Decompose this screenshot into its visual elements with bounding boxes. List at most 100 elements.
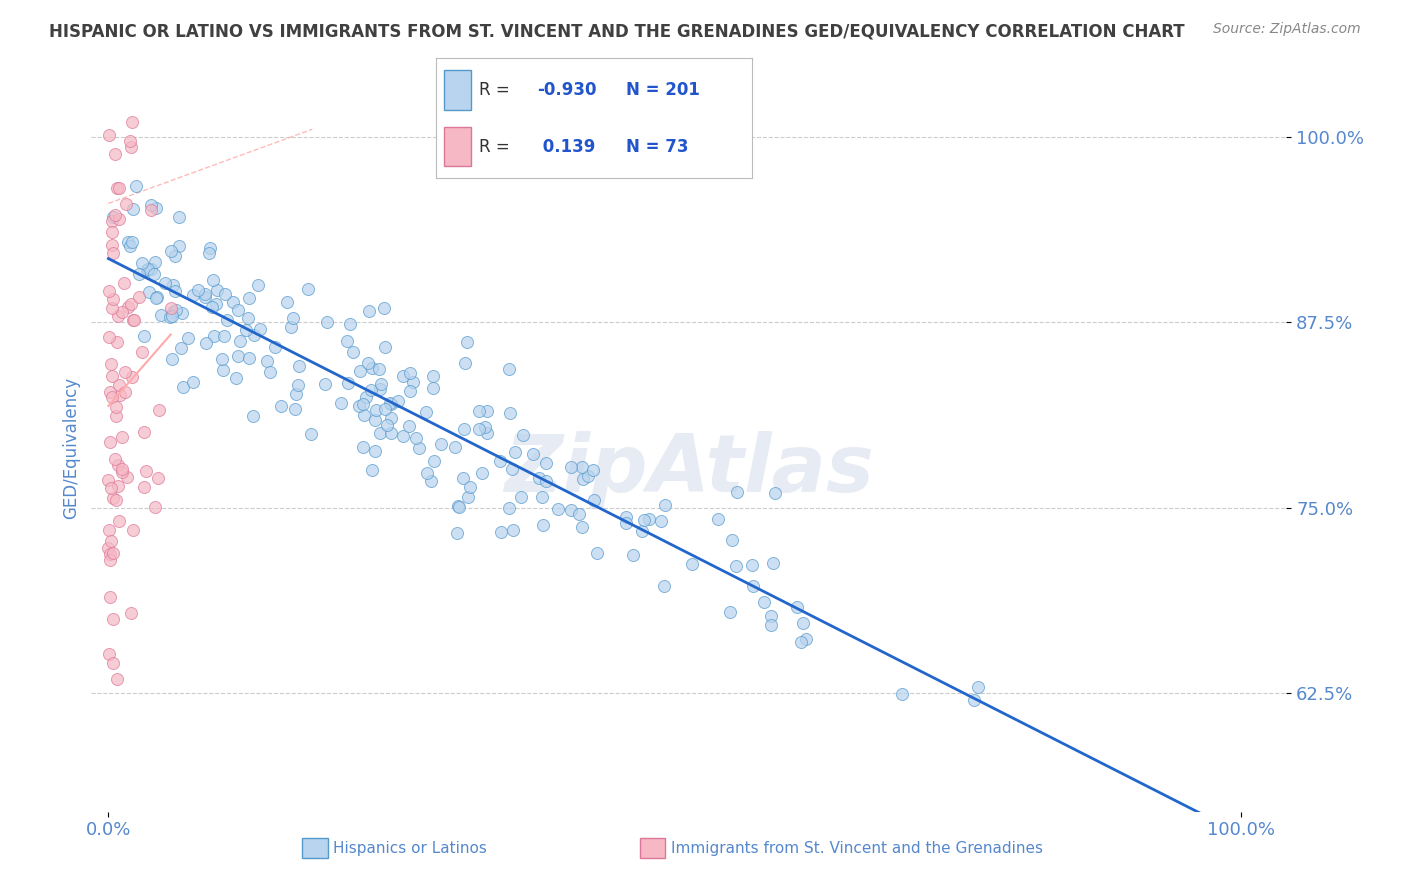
Point <box>114 197 136 211</box>
Point <box>97 647 120 661</box>
Point <box>108 377 131 392</box>
Point <box>447 500 470 514</box>
Point <box>287 378 309 392</box>
Point <box>786 600 808 615</box>
Point <box>364 444 387 458</box>
Point <box>101 214 124 228</box>
Point <box>378 396 401 410</box>
Point <box>142 267 165 281</box>
Point <box>114 384 136 399</box>
Point <box>212 363 235 377</box>
Point <box>163 249 186 263</box>
Point <box>752 595 775 609</box>
Point <box>654 499 676 513</box>
Point <box>415 405 437 419</box>
Point <box>361 360 384 375</box>
Point <box>198 241 221 255</box>
Point <box>392 369 415 384</box>
Point <box>100 533 122 548</box>
Point <box>141 198 163 212</box>
Point <box>534 474 557 488</box>
Point <box>225 371 247 385</box>
Point <box>399 366 422 380</box>
Point <box>160 310 183 324</box>
Point <box>212 329 235 343</box>
Point <box>792 616 814 631</box>
Point <box>100 358 122 372</box>
Point <box>97 541 120 556</box>
Point <box>100 238 122 252</box>
Point <box>125 178 148 193</box>
Point <box>399 384 422 398</box>
Point <box>621 548 644 562</box>
Point <box>380 411 402 425</box>
Point <box>583 492 606 507</box>
Point <box>121 370 143 384</box>
Point <box>131 345 153 359</box>
Point <box>111 462 134 476</box>
Point <box>202 273 225 287</box>
Point <box>288 359 311 374</box>
Point <box>614 509 637 524</box>
Point <box>263 340 285 354</box>
Point <box>283 311 305 326</box>
Point <box>134 425 156 439</box>
Point <box>408 441 430 455</box>
Point <box>256 353 278 368</box>
Point <box>759 618 782 632</box>
Point <box>103 491 125 505</box>
Text: ZipAtlas: ZipAtlas <box>503 431 875 509</box>
Point <box>128 267 150 281</box>
Point <box>170 341 193 355</box>
Point <box>387 393 409 408</box>
Point <box>446 525 468 540</box>
Point <box>122 523 145 537</box>
Point <box>163 284 186 298</box>
Point <box>359 304 381 318</box>
Point <box>402 375 425 389</box>
Point <box>242 409 264 424</box>
Point <box>512 427 534 442</box>
Point <box>742 579 765 593</box>
Point <box>103 546 125 560</box>
Point <box>707 512 730 526</box>
Point <box>165 302 187 317</box>
Point <box>214 286 236 301</box>
Point <box>194 336 217 351</box>
Point <box>270 399 292 413</box>
Text: Hispanics or Latinos: Hispanics or Latinos <box>333 841 486 855</box>
Point <box>259 366 281 380</box>
Point <box>138 285 160 300</box>
Point <box>120 134 142 148</box>
Point <box>361 463 384 477</box>
Point <box>471 466 494 480</box>
Point <box>363 413 385 427</box>
Point <box>226 302 249 317</box>
Point <box>458 480 481 494</box>
Point <box>422 369 444 384</box>
Text: R =: R = <box>478 138 509 156</box>
Point <box>453 422 475 436</box>
Point <box>374 340 396 354</box>
Point <box>103 292 125 306</box>
Point <box>560 460 582 475</box>
Point <box>284 401 307 416</box>
Point <box>98 552 121 566</box>
Point <box>453 471 475 485</box>
Point <box>236 311 259 326</box>
Point <box>98 548 121 562</box>
Point <box>146 470 169 484</box>
Point <box>101 612 124 626</box>
Point <box>249 322 271 336</box>
Point <box>457 490 479 504</box>
Point <box>194 287 217 301</box>
Point <box>121 235 143 249</box>
Point <box>145 292 167 306</box>
Point <box>159 301 181 315</box>
Point <box>229 334 252 348</box>
Point <box>280 320 302 334</box>
Point <box>136 263 159 277</box>
Text: R =: R = <box>478 81 509 100</box>
Point <box>370 377 392 392</box>
Point <box>107 479 129 493</box>
